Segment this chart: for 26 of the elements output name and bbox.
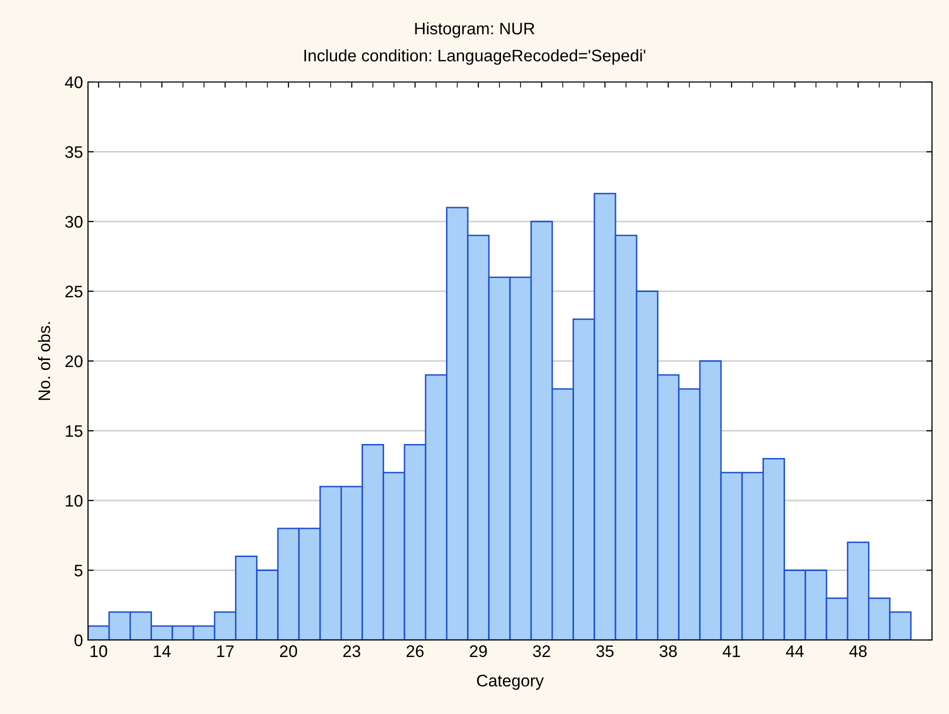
x-tick-label: 41 [722, 645, 740, 657]
x-tick-label: 35 [596, 645, 614, 658]
y-tick-label: 25 [65, 286, 82, 298]
y-tick-label: 40 [64, 76, 82, 88]
y-axis-title: No. of obs. [38, 322, 50, 400]
x-tick-label: 17 [217, 645, 234, 657]
y-tick-label: 30 [65, 216, 82, 228]
x-tick-label: 14 [154, 645, 171, 657]
y-tick-label: 15 [66, 425, 82, 437]
y-tick-label: 10 [66, 494, 82, 507]
x-tick-label: 20 [280, 645, 298, 658]
x-tick-label: 44 [786, 645, 804, 657]
y-tick-label: 35 [65, 146, 82, 158]
x-tick-label: 38 [660, 645, 677, 658]
x-tick-label: 10 [90, 645, 108, 658]
chart-title: Histogram: NUR [415, 22, 534, 38]
x-tick-label: 32 [533, 645, 550, 658]
y-tick-label: 20 [65, 355, 82, 368]
y-tick-label: 5 [74, 564, 82, 576]
y-tick-label: 0 [74, 634, 82, 646]
x-tick-label: 23 [343, 645, 360, 658]
x-tick-label: 29 [470, 645, 487, 658]
x-axis-title: Category [477, 674, 544, 690]
chart-subtitle: Include condition: LanguageRecoded='Sepedi' [304, 49, 646, 65]
x-tick-label: 26 [406, 645, 424, 658]
x-tick-label: 48 [849, 645, 867, 658]
